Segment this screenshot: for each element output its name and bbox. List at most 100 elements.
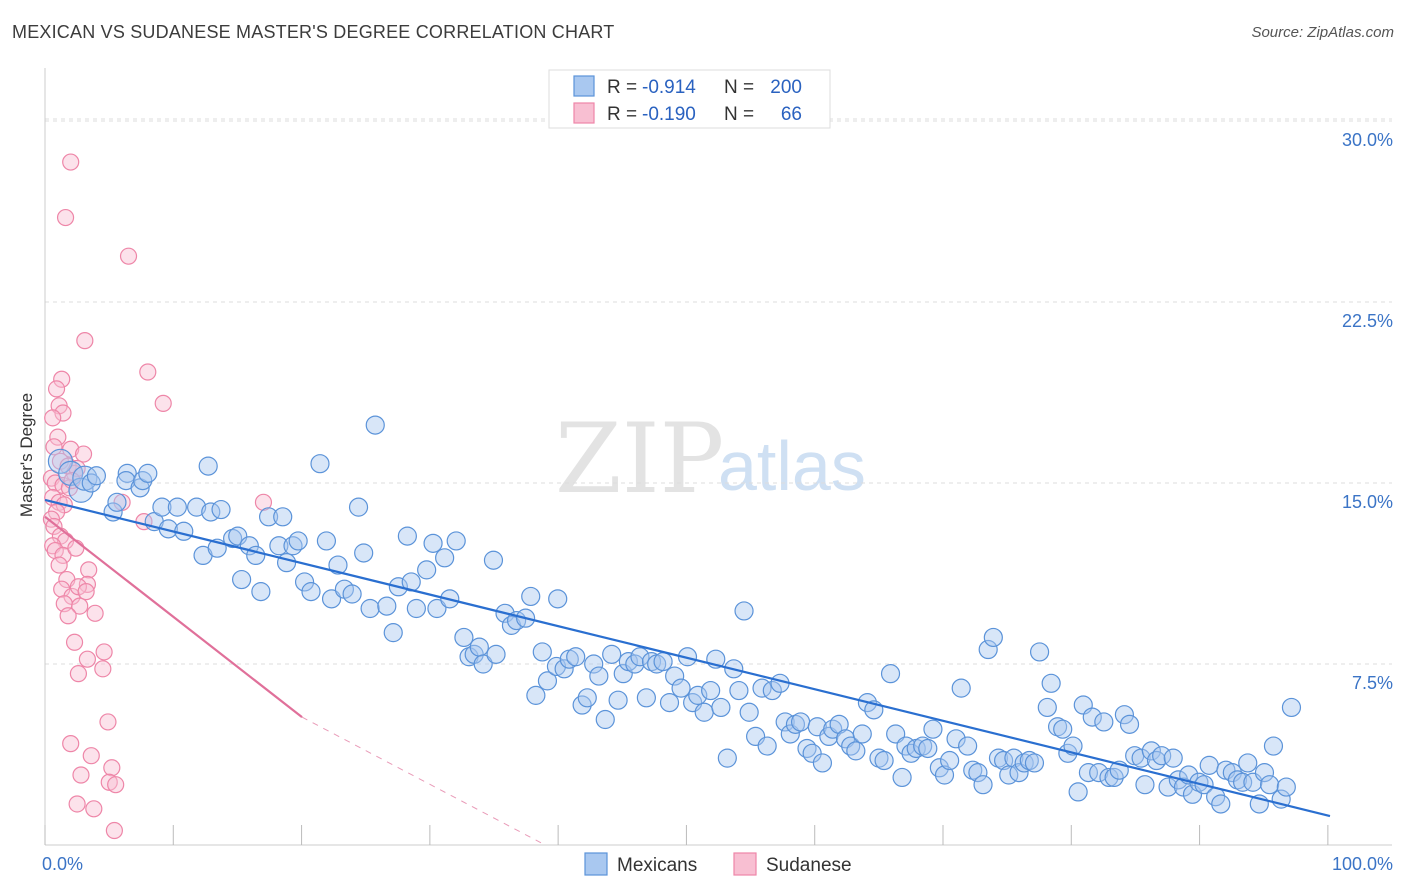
mexicans-point [630,647,650,667]
mexicans-point [739,702,759,722]
mexicans-point [1004,748,1024,768]
mexicans-point [365,415,385,435]
bottom-swatch-mexicans [584,852,608,876]
trend-lines [44,498,1331,846]
series-legend: Mexicans Sudanese [584,852,852,876]
mexicans-point [273,507,293,527]
legend-swatch-sudanese [573,102,595,124]
mexicans-point [276,553,297,573]
y-axis-label: Master's Degree [17,393,36,517]
mexicans-point [187,497,207,517]
legend-r-label-2: R = [607,104,637,125]
mexicans-point [258,507,279,527]
y-tick-label: 30.0% [1342,130,1393,150]
axes: 7.5% 15.0% 22.5% 30.0% 0.0% 100.0% [42,68,1393,874]
mexicans-point [968,763,988,783]
mexicans-point [636,688,656,708]
mexicans-point [802,743,822,763]
mexicans-point [688,685,708,705]
mexicans-point [785,714,806,734]
mexicans-point [589,666,609,686]
mexicans-point [397,526,417,546]
mexicans-point [608,690,628,710]
sudanese-trend-line [44,515,303,718]
mexicans-point [641,651,662,672]
sudanese-point [154,394,172,412]
sudanese-point [72,766,90,784]
mexicans-point [988,748,1009,768]
mexicans-point [946,729,966,749]
mexicans-point [1068,782,1088,802]
y-tick-label: 22.5% [1342,311,1393,331]
sudanese-point [107,776,125,794]
sudanese-point [99,713,117,731]
mexicans-point [874,750,894,771]
mexicans-point [694,702,714,722]
watermark-atlas: atlas [718,427,866,505]
mexicans-point [1078,763,1099,783]
stats-legend: R = -0.914 N = 200 R = -0.190 N = 66 [548,69,831,129]
sudanese-point [62,153,80,171]
mexicans-point [869,748,889,768]
mexicans-point [846,741,866,761]
bottom-swatch-sudanese [733,852,757,876]
mexicans-point [963,760,983,780]
mexicans-point [316,531,337,551]
mexicans-point [435,548,455,568]
mexicans-point [1063,736,1083,756]
mexicans-point [1099,767,1119,788]
mexicans-point [521,586,541,607]
mexicans-point [152,497,172,517]
mexicans-point [1053,719,1073,739]
mexicans-point [1019,750,1039,771]
bottom-label-sudanese: Sudanese [766,855,852,876]
sudanese-point [44,409,62,427]
sudanese-trend-extension [301,716,546,846]
mexicans-point [321,589,342,609]
mexicans-point [1199,755,1219,775]
legend-n-value-2: 66 [781,104,802,125]
sudanese-point [56,208,75,227]
mexicans-point [577,688,597,708]
mexicans-point [659,693,680,713]
mexicans-point [701,680,721,701]
mexicans-point [251,582,271,602]
mexicans-point [1260,775,1280,795]
mexicans-point [532,642,552,662]
sudanese-point [85,800,103,818]
sudanese-point [95,643,113,661]
mexicans-point [342,584,362,604]
sudanese-point [69,665,88,683]
sudanese-point [86,604,104,622]
mexicans-point [1089,763,1109,783]
mexicans-point [1029,642,1050,662]
mexicans-point [653,651,673,672]
mexicans-point [1047,717,1068,737]
sudanese-point [139,363,157,381]
sudanese-point [53,370,71,388]
mexicans-point [790,712,811,732]
legend-swatch-mexicans [573,75,595,97]
mexicans-point [671,678,691,698]
chart-title: MEXICAN VS SUDANESE MASTER'S DEGREE CORR… [12,22,615,42]
mexicans-point [486,644,506,664]
mexicans-point [1094,712,1114,732]
mexicans-point [934,765,955,785]
sudanese-point [254,493,273,511]
mexicans-point [566,647,586,667]
mexicans-point [554,659,574,679]
mexicans-point [717,748,737,768]
mexicans-point [72,465,98,491]
mexicans-point [1152,746,1172,766]
mexicans-point [232,569,252,590]
mexicans-point [1014,753,1034,773]
mexicans-point [107,492,127,512]
mexicans-point [211,499,231,520]
mexicans-point [1163,748,1183,768]
mexicans-point [1141,741,1161,761]
mexicans-point [973,775,993,795]
mexicans-point [1211,794,1231,814]
sudanese-point [80,561,98,579]
mexicans-point [1233,772,1253,792]
sudanese-point [62,735,80,753]
